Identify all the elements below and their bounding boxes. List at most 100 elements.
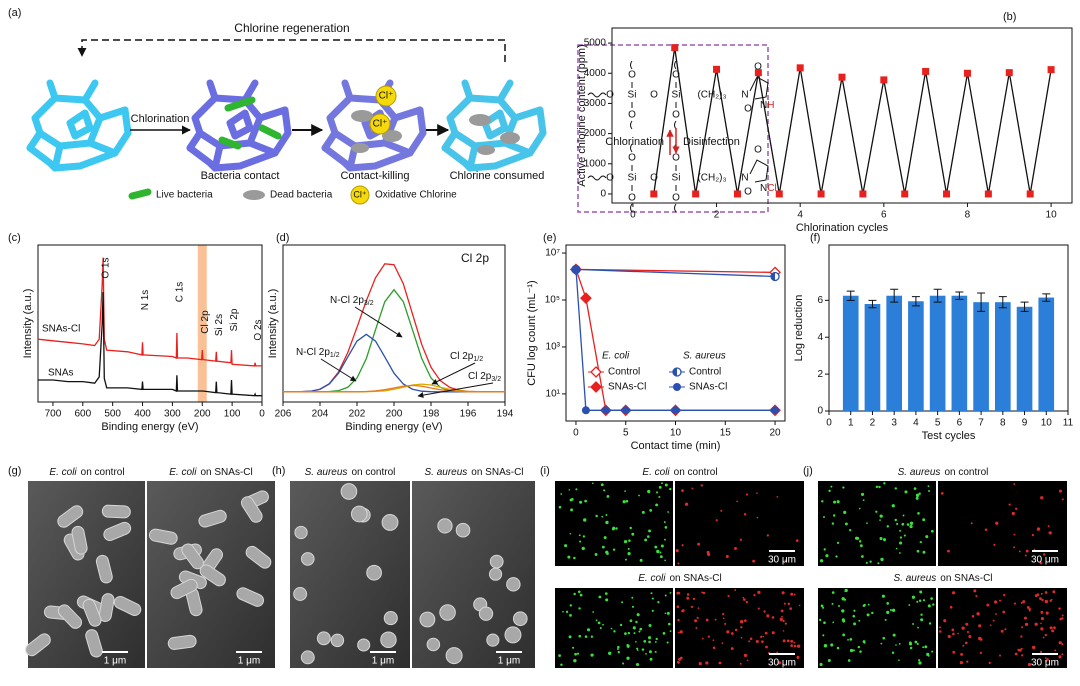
point xyxy=(601,406,610,415)
cell-dot xyxy=(1044,591,1048,594)
cell-dot xyxy=(617,645,620,649)
point xyxy=(1005,69,1013,77)
cell-dot xyxy=(928,622,932,625)
cell-dot xyxy=(854,536,859,540)
panel-label: (h) xyxy=(272,465,285,477)
image-title: S. aureus on control xyxy=(898,467,989,478)
cell-dot xyxy=(941,492,944,495)
cell-dot xyxy=(578,607,581,610)
cell-dot xyxy=(648,640,651,644)
peak-label-sub: 3/2 xyxy=(364,300,374,307)
cell-dot xyxy=(833,500,837,504)
atom: O xyxy=(672,70,680,81)
cell-dot xyxy=(912,622,915,625)
bar xyxy=(973,302,989,411)
cell-dot xyxy=(677,562,680,565)
cell-dot xyxy=(678,631,680,634)
x-tick-label: 6 xyxy=(881,210,887,221)
cell-dot xyxy=(927,604,931,608)
cell-dot xyxy=(606,552,609,555)
cell-dot xyxy=(570,508,574,512)
cell-dot xyxy=(756,516,759,519)
cell-dot xyxy=(592,611,595,613)
cell-dot xyxy=(1042,636,1045,639)
cell-dot xyxy=(1002,593,1006,597)
series-line xyxy=(653,47,1052,195)
fluorescence-image xyxy=(675,481,804,566)
cell-dot xyxy=(859,544,863,548)
cell-dot xyxy=(853,609,856,612)
cell-dot xyxy=(1059,617,1062,621)
cell-dot xyxy=(705,618,709,622)
x-tick-label: 11 xyxy=(1063,418,1074,429)
legend-label: Control xyxy=(689,367,721,378)
legend-marker xyxy=(673,383,681,391)
image-title: E. coli on control xyxy=(49,467,124,478)
cell-dot xyxy=(849,528,852,532)
cell-dot xyxy=(823,621,826,625)
cell-dot xyxy=(644,538,648,542)
cell-dot xyxy=(638,494,640,497)
cell-dot xyxy=(782,630,785,632)
cell-dot xyxy=(878,485,881,489)
x-tick-label: 4 xyxy=(913,418,919,429)
point xyxy=(1047,66,1055,74)
cell-dot xyxy=(739,538,742,541)
cell-dot xyxy=(789,607,792,610)
cell xyxy=(113,595,142,616)
cell-dot xyxy=(649,657,653,661)
cell-dot xyxy=(1061,498,1064,501)
cell-dot xyxy=(1023,616,1027,620)
cell-dot xyxy=(700,484,704,487)
y-tick-label: 10³ xyxy=(546,342,561,353)
cell-dot xyxy=(1021,654,1024,657)
cell-dot xyxy=(976,612,980,616)
cell-dot xyxy=(1049,626,1053,630)
cell-dot xyxy=(823,548,826,551)
cell-dot xyxy=(979,638,983,641)
peak-label: N-Cl 2p3/2 xyxy=(330,295,374,308)
cell-dot xyxy=(631,532,635,536)
cell-dot xyxy=(1039,597,1042,601)
cell-dot xyxy=(761,640,764,643)
x-tick-label: 500 xyxy=(104,409,121,420)
cell-dot xyxy=(842,486,845,489)
y-axis-label: Intensity (a.u.) xyxy=(22,289,34,359)
cell-dot xyxy=(1036,593,1040,597)
cell-dot xyxy=(999,654,1002,657)
cell-dot xyxy=(819,662,823,667)
cell xyxy=(350,505,368,523)
legend-label: Control xyxy=(608,367,640,378)
peak-label: Cl 2p3/2 xyxy=(468,371,501,384)
cell-dot xyxy=(721,642,724,645)
point xyxy=(859,190,867,198)
cell-dot xyxy=(757,607,760,610)
bar xyxy=(864,304,881,411)
cell-dot xyxy=(899,529,902,532)
cell-dot xyxy=(898,659,900,662)
cell-dot xyxy=(712,639,715,642)
cell-dot xyxy=(605,520,609,525)
cell-dot xyxy=(1040,617,1045,621)
cell-dot xyxy=(569,604,573,607)
cell xyxy=(71,525,88,555)
legend-chlorine xyxy=(350,185,370,205)
cell-dot xyxy=(859,650,862,653)
panel-label: (j) xyxy=(803,465,813,477)
y-tick-label: 4000 xyxy=(584,68,607,79)
cell-dot xyxy=(886,602,890,605)
x-axis-label: Contact time (min) xyxy=(631,440,721,452)
cell xyxy=(380,631,397,648)
cell-dot xyxy=(863,603,866,607)
cell-dot xyxy=(627,646,630,649)
cell-dot xyxy=(973,589,977,593)
cell xyxy=(437,518,453,534)
cell-dot xyxy=(592,482,594,485)
cell-dot xyxy=(920,613,923,616)
cell xyxy=(85,629,103,658)
cell-dot xyxy=(622,662,625,665)
cell-dot xyxy=(865,561,868,564)
cell-dot xyxy=(916,642,919,646)
cell-dot xyxy=(677,591,681,595)
cell-dot xyxy=(979,651,983,654)
